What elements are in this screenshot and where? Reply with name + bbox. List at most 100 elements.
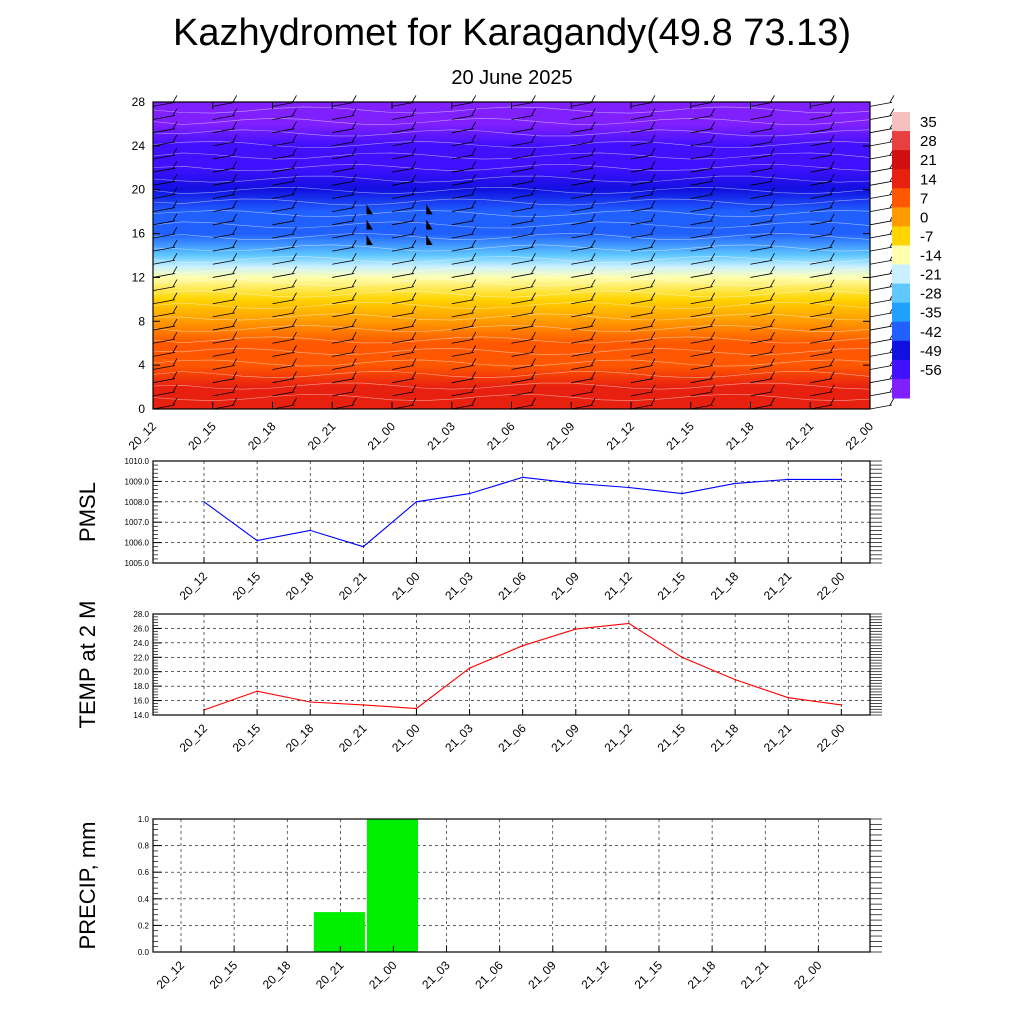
wind-barb-feather bbox=[650, 358, 656, 366]
colorbar-swatch bbox=[892, 131, 910, 151]
wind-barb bbox=[451, 365, 474, 370]
wind-barb-feather bbox=[590, 213, 596, 221]
wind-barb bbox=[869, 351, 893, 357]
wind-barb-feather bbox=[411, 226, 417, 235]
wind-barb bbox=[690, 233, 713, 239]
wind-barb bbox=[451, 286, 474, 291]
wind-barb-feather bbox=[650, 239, 656, 248]
wind-barb bbox=[152, 246, 176, 252]
wind-barb bbox=[212, 299, 235, 305]
wind-barb bbox=[212, 365, 235, 370]
wind-pennant bbox=[366, 204, 373, 215]
wind-barb-feather bbox=[471, 266, 477, 274]
wind-barb-feather bbox=[770, 266, 775, 274]
wind-barb-feather bbox=[770, 384, 775, 393]
contour-line bbox=[153, 221, 870, 229]
wind-barb-feather bbox=[351, 147, 357, 156]
wind-barb bbox=[511, 259, 534, 265]
x-tick-label: 21_06 bbox=[495, 721, 529, 755]
wind-barb-feather bbox=[829, 305, 835, 314]
wind-barb-feather bbox=[650, 384, 656, 393]
y-tick-label: 22.0 bbox=[133, 653, 149, 662]
x-tick-label: 20_18 bbox=[245, 419, 279, 453]
wind-barb-feather bbox=[351, 318, 357, 327]
data-point bbox=[362, 704, 365, 706]
wind-barb bbox=[511, 180, 534, 186]
wind-barb bbox=[690, 141, 713, 147]
wind-barb bbox=[750, 233, 773, 239]
wind-barb-feather bbox=[650, 187, 656, 195]
wind-barb bbox=[212, 404, 235, 410]
wind-barb bbox=[690, 154, 713, 160]
wind-barb-feather bbox=[590, 253, 596, 261]
wind-barb-feather bbox=[531, 174, 536, 182]
wind-barb-feather bbox=[590, 371, 596, 379]
wind-barb bbox=[332, 128, 355, 134]
wind-barb-feather bbox=[232, 187, 238, 195]
contour-line bbox=[153, 267, 870, 275]
wind-barb bbox=[212, 115, 235, 120]
x-tick-label: 21_15 bbox=[663, 419, 697, 453]
x-tick-label: 20_21 bbox=[336, 721, 370, 755]
colorbar-label: -56 bbox=[920, 362, 942, 379]
wind-barb-feather bbox=[351, 239, 357, 248]
wind-barb bbox=[332, 391, 355, 397]
colorbar-swatch bbox=[892, 378, 910, 399]
wind-barb-feather bbox=[292, 108, 297, 116]
x-tick-label: 21_03 bbox=[442, 569, 476, 603]
wind-barb bbox=[750, 207, 773, 213]
wind-barb-feather bbox=[292, 279, 297, 287]
wind-barb bbox=[272, 259, 295, 265]
wind-barb bbox=[571, 259, 594, 265]
wind-barb bbox=[511, 325, 534, 331]
wind-barb bbox=[511, 351, 534, 357]
wind-barb-feather bbox=[531, 121, 536, 129]
grid bbox=[153, 460, 870, 564]
wind-barb bbox=[152, 365, 176, 370]
wind-barb-feather bbox=[710, 239, 716, 248]
wind-barb bbox=[272, 220, 295, 226]
wind-barb bbox=[511, 273, 534, 278]
wind-barb-feather bbox=[770, 253, 775, 261]
wind-barb bbox=[212, 338, 235, 344]
wind-barb bbox=[810, 286, 833, 291]
wind-barb-feather bbox=[710, 121, 716, 129]
wind-barb bbox=[690, 246, 713, 252]
wind-barb bbox=[272, 365, 295, 370]
wind-barb-feather bbox=[351, 332, 357, 340]
x-tick-label: 21_12 bbox=[602, 721, 636, 755]
colorbar-label: 35 bbox=[920, 114, 937, 131]
data-point bbox=[840, 478, 843, 481]
y-tick-label: 1007.0 bbox=[125, 518, 150, 527]
x-tick-label: 21_12 bbox=[602, 569, 636, 603]
wind-barb bbox=[391, 312, 415, 318]
wind-barb bbox=[630, 128, 654, 134]
grid bbox=[153, 818, 870, 953]
data-point bbox=[309, 529, 312, 532]
wind-barb bbox=[332, 233, 355, 239]
wind-barb bbox=[212, 167, 235, 173]
colorbar-swatch bbox=[892, 302, 910, 323]
wind-barb bbox=[571, 167, 594, 173]
x-tick-label: 21_00 bbox=[366, 958, 400, 992]
wind-barb bbox=[511, 115, 534, 120]
wind-barb bbox=[391, 128, 415, 134]
wind-barb-feather bbox=[829, 332, 835, 340]
wind-barb-feather bbox=[590, 332, 596, 340]
data-point bbox=[521, 476, 524, 479]
wind-barb-feather bbox=[351, 160, 357, 169]
wind-barb-feather bbox=[232, 160, 238, 169]
colorbar-swatch bbox=[892, 321, 910, 342]
wind-barb-feather bbox=[292, 305, 297, 314]
wind-barb bbox=[451, 338, 474, 344]
wind-barb-feather bbox=[710, 187, 716, 195]
y-tick-label: 0.8 bbox=[138, 842, 150, 851]
contour-line bbox=[153, 244, 870, 252]
wind-barb-feather bbox=[829, 108, 835, 116]
wind-barb-feather bbox=[172, 200, 178, 208]
wind-barb-feather bbox=[471, 279, 477, 287]
wind-barb bbox=[630, 141, 654, 147]
wind-barb-feather bbox=[829, 279, 835, 287]
wind-barb-feather bbox=[351, 213, 357, 221]
contour-line bbox=[153, 371, 870, 379]
